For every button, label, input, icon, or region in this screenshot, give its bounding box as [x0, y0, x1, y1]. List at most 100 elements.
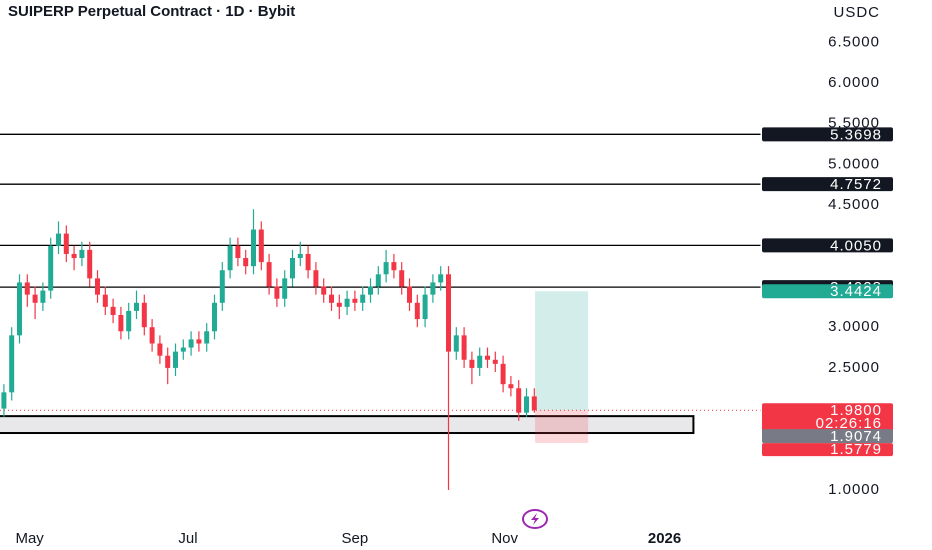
zone-label: 1.9074 — [830, 428, 882, 445]
candle-body — [48, 245, 54, 291]
candle-body — [321, 286, 327, 295]
y-tick-label: 6.0000 — [828, 74, 880, 91]
candle-body — [196, 339, 202, 344]
stop-label: 1.5779 — [830, 441, 882, 458]
candle-body — [422, 294, 428, 320]
candle-body — [141, 302, 147, 328]
candle-body — [500, 363, 506, 385]
support-zone — [0, 415, 695, 435]
candle-body — [383, 262, 389, 275]
candle-body — [485, 355, 490, 360]
candle-body — [516, 388, 522, 413]
level-label: 4.0050 — [830, 237, 882, 254]
candle-body — [219, 270, 225, 303]
candle-body — [243, 258, 249, 267]
candle-body — [368, 286, 373, 295]
chart-title: SUIPERP Perpetual Contract · 1D · Bybit — [8, 3, 295, 20]
candle-body — [407, 286, 412, 303]
candle-body — [102, 294, 108, 307]
position-stop — [535, 410, 589, 443]
candle-body — [235, 245, 241, 259]
zone-label-bg — [762, 429, 893, 444]
candle-body — [461, 335, 467, 360]
candle-body — [157, 343, 163, 356]
candle-body — [71, 253, 77, 259]
candle-body — [24, 282, 30, 295]
level-label-bg — [762, 238, 893, 253]
current-price-bg — [762, 403, 893, 433]
y-tick-label: 5.0000 — [828, 155, 880, 172]
candle-body — [118, 315, 124, 332]
candle-body — [446, 274, 451, 352]
candle-body — [477, 355, 483, 368]
target-label-bg — [762, 284, 893, 299]
candle-body — [266, 262, 272, 287]
candle-body — [188, 339, 194, 348]
y-tick-label: 1.0000 — [828, 481, 880, 498]
x-tick-label: Jul — [178, 530, 197, 547]
candle-body — [313, 270, 319, 287]
level-label-bg — [762, 127, 893, 142]
y-tick-label: 6.5000 — [828, 33, 880, 50]
level-label: 5.3698 — [830, 126, 882, 143]
candle-body — [17, 282, 22, 336]
candle-body — [204, 331, 210, 344]
candle-body — [414, 302, 420, 320]
lightning-icon[interactable] — [522, 509, 548, 529]
candle-body — [63, 233, 69, 254]
target-label: 3.4424 — [830, 283, 882, 300]
candle-body — [508, 384, 514, 389]
candle-body — [274, 286, 280, 299]
candle-body — [290, 258, 295, 279]
candle-body — [336, 302, 342, 307]
y-tick-label: 3.0000 — [828, 318, 880, 335]
candle-body — [87, 249, 93, 279]
candle-body — [391, 262, 397, 271]
icon-circle — [522, 509, 548, 529]
candle-body — [40, 290, 46, 303]
candle-body — [227, 245, 233, 271]
candle-body — [360, 294, 366, 303]
current-price-label: 1.9800 — [830, 402, 882, 419]
x-tick-label: Nov — [491, 530, 518, 547]
candle-body — [134, 302, 139, 311]
candle-body — [469, 359, 475, 368]
candle-body — [430, 282, 436, 295]
position-target — [535, 291, 589, 411]
candle-body — [282, 278, 288, 299]
y-tick-label: 2.5000 — [828, 359, 880, 376]
candle-body — [110, 306, 116, 315]
candle-body — [180, 347, 186, 352]
stop-label-bg — [762, 443, 893, 457]
x-tick-label: 2026 — [648, 530, 681, 547]
candle-body — [453, 335, 459, 352]
candle-body — [524, 396, 529, 413]
candle-body — [329, 294, 334, 303]
candle-body — [305, 253, 311, 271]
candle-body — [32, 294, 38, 303]
candle-body — [79, 249, 85, 259]
countdown-label: 02:26:16 — [816, 415, 882, 432]
x-tick-label: May — [15, 530, 44, 547]
candle-body — [9, 335, 15, 393]
candle-body — [1, 392, 7, 409]
icon-bolt — [531, 513, 539, 525]
candle-body — [297, 253, 303, 259]
candle-body — [126, 310, 132, 332]
candle-body — [56, 233, 61, 246]
x-tick-label: Sep — [342, 530, 369, 547]
level-label-bg — [762, 177, 893, 192]
candle-body — [149, 327, 155, 344]
level-label: 4.7572 — [830, 176, 882, 193]
candle-body — [531, 396, 537, 411]
candle-body — [173, 351, 178, 368]
candle-body — [95, 278, 100, 295]
candle-body — [251, 229, 256, 267]
currency-label: USDC — [833, 4, 880, 21]
candle-body — [438, 274, 444, 283]
candle-body — [492, 359, 498, 364]
candle-body — [344, 298, 350, 307]
candle-body — [165, 355, 171, 368]
